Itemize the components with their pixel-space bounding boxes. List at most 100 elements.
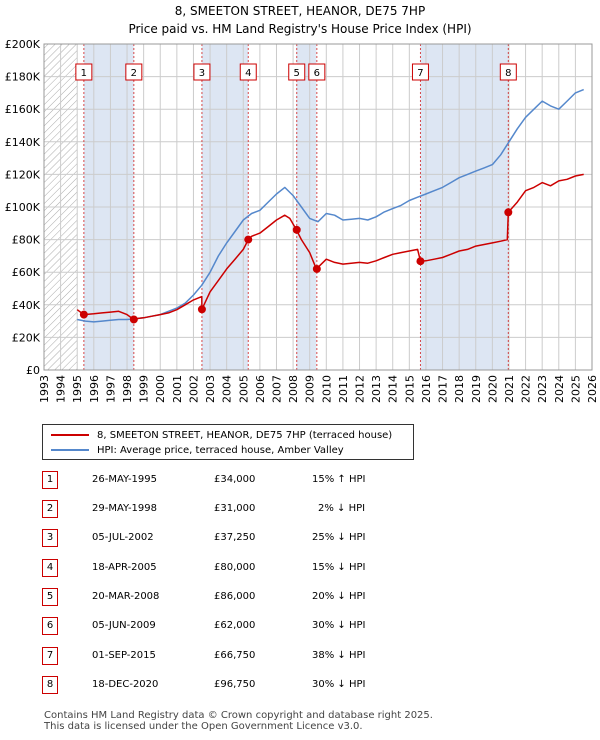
x-tick-label: 1996: [88, 375, 101, 403]
x-tick-label: 1997: [104, 375, 117, 403]
price-paid-line: [76, 173, 584, 321]
sale-number-badge: 3: [42, 529, 58, 547]
sale-number-badge: 5: [42, 588, 58, 606]
sale-price: £96,750: [214, 679, 256, 690]
sale-point: [416, 257, 425, 266]
sale-hpi-change: 38% ↓ HPI: [312, 650, 366, 661]
x-tick-label: 2002: [187, 375, 200, 403]
x-tick-label: 2010: [320, 375, 333, 403]
x-tick-label: 2004: [221, 375, 234, 403]
x-tick-label: 2024: [553, 375, 566, 403]
sale-date: 18-APR-2005: [92, 562, 157, 573]
x-tick-label: 2007: [270, 375, 283, 403]
sale-hpi-change: 30% ↓ HPI: [312, 679, 366, 690]
x-tick-label: 2018: [453, 375, 466, 403]
sale-number-badge: 7: [42, 647, 58, 665]
sale-number-badge: 8: [42, 676, 58, 694]
sale-marker-label: 4: [245, 68, 251, 79]
footer: Contains HM Land Registry data © Crown c…: [44, 710, 433, 732]
sale-row: 6 05-JUN-2009 £62,000 30% ↓ HPI: [0, 614, 600, 643]
sale-hpi-change: 30% ↓ HPI: [312, 620, 366, 631]
y-tick-label: £0: [26, 364, 40, 377]
y-tick-label: £160K: [5, 103, 41, 116]
legend-swatch-red: [51, 434, 89, 436]
sale-marker-box: [288, 63, 306, 81]
sale-date: 18-DEC-2020: [92, 679, 159, 690]
x-tick-label: 1995: [71, 375, 84, 403]
sale-point: [197, 305, 206, 314]
sale-marker-box: [411, 63, 429, 81]
sale-point: [312, 264, 321, 273]
sale-hpi-change: 15% ↓ HPI: [312, 562, 366, 573]
x-tick-label: 2011: [337, 375, 350, 403]
sale-marker-box: [193, 63, 211, 81]
sale-date: 05-JUN-2009: [92, 620, 156, 631]
x-tick-label: 2022: [520, 375, 533, 403]
sale-price: £34,000: [214, 474, 256, 485]
x-tick-label: 2020: [486, 375, 499, 403]
y-tick-label: £200K: [5, 38, 41, 51]
sale-marker-label: 8: [505, 68, 511, 79]
x-tick-label: 2014: [387, 375, 400, 403]
legend-swatch-blue: [51, 449, 89, 451]
sale-marker-label: 6: [314, 68, 320, 79]
y-tick-label: £100K: [5, 201, 41, 214]
x-tick-label: 2025: [569, 375, 582, 403]
sale-point: [244, 235, 253, 244]
sale-price: £66,750: [214, 650, 256, 661]
sale-number-badge: 6: [42, 617, 58, 635]
sale-number-badge: 4: [42, 559, 58, 577]
chart-subtitle: Price paid vs. HM Land Registry's House …: [128, 22, 472, 36]
sale-marker-box: [75, 63, 93, 81]
legend-label-price-paid: 8, SMEETON STREET, HEANOR, DE75 7HP (ter…: [97, 429, 393, 441]
x-tick-label: 2013: [370, 375, 383, 403]
legend-item-price-paid: 8, SMEETON STREET, HEANOR, DE75 7HP (ter…: [51, 428, 392, 442]
sale-marker-label: 1: [81, 68, 87, 79]
legend-item-hpi: HPI: Average price, terraced house, Ambe…: [51, 443, 344, 457]
sale-price: £80,000: [214, 562, 256, 573]
x-tick-label: 2001: [171, 375, 184, 403]
x-tick-label: 2009: [304, 375, 317, 403]
x-tick-label: 2008: [287, 375, 300, 403]
y-tick-label: £80K: [12, 234, 41, 247]
y-tick-label: £120K: [5, 168, 41, 181]
sale-date: 01-SEP-2015: [92, 650, 156, 661]
sale-marker-label: 2: [131, 68, 137, 79]
price-chart: 1 2 3 4 5 6 7 8 £0 £20K £40K £60K £80K £100K £120K £14…: [5, 38, 599, 403]
sale-hpi-change: 25% ↓ HPI: [312, 532, 366, 543]
legend: 8, SMEETON STREET, HEANOR, DE75 7HP (ter…: [42, 424, 414, 460]
sale-price: £62,000: [214, 620, 256, 631]
sale-row: 8 18-DEC-2020 £96,750 30% ↓ HPI: [0, 673, 600, 702]
y-tick-label: £180K: [5, 71, 41, 84]
sale-point: [292, 225, 301, 234]
chart-title: 8, SMEETON STREET, HEANOR, DE75 7HP: [174, 4, 426, 18]
x-tick-label: 1994: [55, 375, 68, 403]
sale-number-badge: 2: [42, 500, 58, 518]
sale-price: £86,000: [214, 591, 256, 602]
x-tick-label: 2005: [237, 375, 250, 403]
sale-hpi-change: 15% ↑ HPI: [312, 474, 366, 485]
sale-marker-label: 5: [294, 68, 300, 79]
x-tick-label: 2023: [536, 375, 549, 403]
sale-marker-label: 7: [417, 68, 423, 79]
x-tick-label: 2006: [254, 375, 267, 403]
sale-number-badge: 1: [42, 471, 58, 489]
x-tick-label: 2003: [204, 375, 217, 403]
x-tick-label: 2000: [154, 375, 167, 403]
y-tick-label: £20K: [12, 331, 41, 344]
x-tick-label: 2021: [503, 375, 516, 403]
sale-row: 4 18-APR-2005 £80,000 15% ↓ HPI: [0, 556, 600, 585]
x-tick-label: 1999: [138, 375, 151, 403]
sale-marker-box: [308, 63, 326, 81]
y-tick-label: £140K: [5, 136, 41, 149]
x-tick-label: 1998: [121, 375, 134, 403]
footer-licence: This data is licensed under the Open Gov…: [44, 721, 363, 732]
sale-marker-box: [499, 63, 517, 81]
sale-price: £31,000: [214, 503, 256, 514]
x-tick-label: 2026: [586, 375, 599, 403]
x-tick-label: 2012: [354, 375, 367, 403]
sale-price: £37,250: [214, 532, 256, 543]
x-tick-label: 2016: [420, 375, 433, 403]
sale-date: 26-MAY-1995: [92, 474, 158, 485]
sale-date: 20-MAR-2008: [92, 591, 160, 602]
